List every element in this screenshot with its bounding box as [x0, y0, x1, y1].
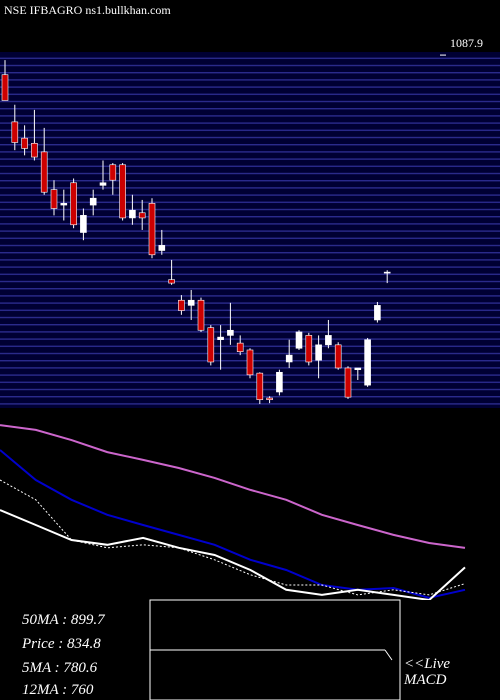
annotation: MACD — [403, 672, 447, 688]
annotation: 5MA : 780.6 — [22, 660, 98, 676]
candle-body — [129, 209, 136, 219]
annotation: 50MA : 899.7 — [22, 612, 106, 628]
candle-body — [207, 327, 215, 363]
annotation: 12MA : 760 — [22, 682, 94, 698]
candle-body — [295, 331, 303, 349]
ma-line — [0, 449, 466, 599]
candle-body — [334, 344, 342, 369]
ma-line — [0, 424, 466, 549]
candle-body — [354, 367, 362, 371]
macd-line — [384, 649, 393, 661]
candle-body — [285, 354, 293, 363]
candle-body — [148, 203, 156, 256]
lines-panel — [0, 424, 466, 600]
candle-body — [383, 271, 391, 274]
candle-body — [305, 335, 313, 363]
candle-body — [187, 299, 195, 306]
candle-body — [197, 299, 205, 331]
candle-body — [70, 182, 77, 226]
candle-body — [364, 339, 371, 386]
candle-body — [50, 189, 58, 209]
candle-body — [119, 164, 126, 219]
candle-body — [276, 371, 283, 393]
candle-body — [256, 372, 264, 401]
candle-body — [21, 137, 28, 149]
candle-body — [178, 299, 185, 311]
candle-body — [168, 279, 175, 284]
candle-body — [31, 143, 38, 158]
candle-body — [227, 329, 234, 336]
annotation: Price : 834.8 — [21, 636, 101, 652]
annotation: <<Live — [404, 656, 450, 672]
candle-body — [315, 344, 322, 361]
candle-body — [99, 182, 107, 186]
candle-body — [374, 305, 381, 321]
candle-body — [1, 74, 9, 101]
candle-body — [344, 367, 352, 398]
candle-body — [40, 151, 48, 193]
candle-body — [325, 335, 332, 346]
chart-title: NSE IFBAGRO ns1.bullkhan.com — [4, 3, 171, 17]
candle-body — [217, 336, 224, 340]
candle-body — [11, 121, 19, 143]
candle-body — [80, 215, 87, 233]
candle-body — [158, 245, 166, 251]
candle-body — [109, 164, 117, 181]
y-tick-label: 1087.9 — [450, 36, 483, 50]
candle-body — [236, 342, 244, 352]
candle-body — [266, 397, 273, 401]
candle-body — [246, 349, 254, 376]
ma-line — [0, 509, 466, 600]
ma-line — [0, 479, 466, 596]
candle-body — [89, 197, 97, 206]
candle-body — [138, 212, 146, 219]
candle-body — [60, 203, 68, 206]
